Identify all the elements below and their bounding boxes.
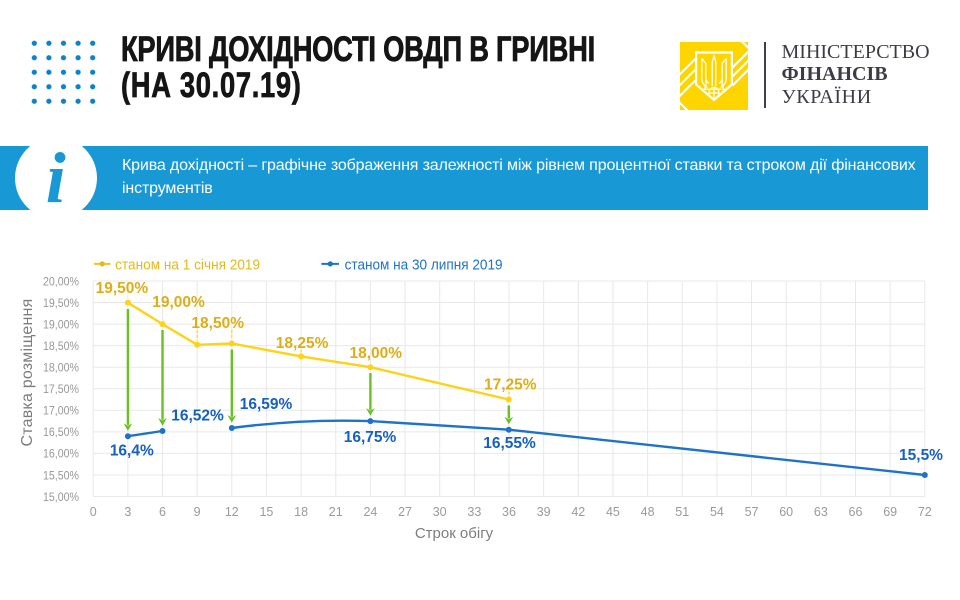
svg-text:16,52%: 16,52%: [171, 408, 224, 425]
svg-text:15: 15: [259, 505, 273, 519]
svg-text:3: 3: [124, 505, 131, 519]
svg-text:54: 54: [710, 505, 724, 519]
svg-text:69: 69: [883, 505, 897, 519]
svg-text:20,00%: 20,00%: [43, 274, 79, 288]
svg-text:17,00%: 17,00%: [43, 404, 79, 418]
svg-text:15,5%: 15,5%: [899, 447, 943, 464]
svg-text:16,75%: 16,75%: [344, 429, 397, 446]
svg-text:60: 60: [779, 505, 793, 519]
svg-text:72: 72: [918, 505, 932, 519]
svg-text:24: 24: [363, 505, 377, 519]
svg-text:51: 51: [675, 505, 689, 519]
svg-text:16,55%: 16,55%: [483, 435, 536, 452]
svg-text:12: 12: [225, 505, 239, 519]
svg-text:16,00%: 16,00%: [43, 447, 79, 461]
svg-text:станом на 1 січня 2019: станом на 1 січня 2019: [115, 256, 260, 273]
svg-text:45: 45: [606, 505, 620, 519]
svg-text:станом на 30 липня 2019: станом на 30 липня 2019: [345, 256, 503, 273]
svg-text:18,50%: 18,50%: [43, 339, 79, 353]
svg-text:16,4%: 16,4%: [110, 443, 154, 460]
svg-text:18,00%: 18,00%: [350, 345, 403, 362]
svg-text:18: 18: [294, 505, 308, 519]
svg-text:0: 0: [90, 505, 97, 519]
svg-text:42: 42: [571, 505, 585, 519]
svg-text:21: 21: [329, 505, 343, 519]
svg-text:63: 63: [814, 505, 828, 519]
svg-text:Строк обігу: Строк обігу: [415, 525, 494, 542]
svg-text:36: 36: [502, 505, 516, 519]
svg-text:15,50%: 15,50%: [43, 468, 79, 482]
svg-text:9: 9: [194, 505, 201, 519]
svg-text:57: 57: [745, 505, 759, 519]
svg-text:19,50%: 19,50%: [96, 280, 149, 297]
svg-text:18,50%: 18,50%: [191, 315, 244, 332]
svg-text:15,00%: 15,00%: [43, 490, 79, 504]
svg-text:18,25%: 18,25%: [276, 335, 329, 352]
svg-text:19,00%: 19,00%: [152, 294, 205, 311]
svg-text:19,50%: 19,50%: [43, 296, 79, 310]
svg-text:16,50%: 16,50%: [43, 425, 79, 439]
svg-text:17,50%: 17,50%: [43, 382, 79, 396]
svg-text:Ставка розміщення: Ставка розміщення: [19, 299, 36, 447]
svg-text:48: 48: [641, 505, 655, 519]
svg-text:18,00%: 18,00%: [43, 361, 79, 375]
svg-text:33: 33: [467, 505, 481, 519]
svg-text:16,59%: 16,59%: [240, 396, 293, 413]
svg-text:17,25%: 17,25%: [484, 376, 537, 393]
svg-text:6: 6: [159, 505, 166, 519]
svg-text:19,00%: 19,00%: [43, 317, 79, 331]
svg-text:30: 30: [433, 505, 447, 519]
svg-text:39: 39: [537, 505, 551, 519]
svg-text:27: 27: [398, 505, 412, 519]
svg-text:66: 66: [849, 505, 863, 519]
